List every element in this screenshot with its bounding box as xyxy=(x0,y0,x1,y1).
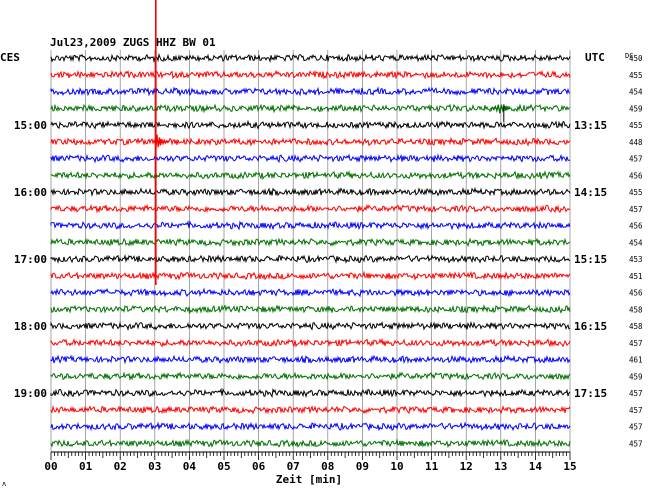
right-time-label: 16:15 xyxy=(574,320,607,333)
x-tick-label: 00 xyxy=(44,460,57,473)
dc-offset-value: 457 xyxy=(629,423,643,432)
trace-row xyxy=(50,136,571,147)
left-time-label: 17:00 xyxy=(14,253,47,266)
left-time-label: 19:00 xyxy=(14,387,47,400)
dc-offset-value: 454 xyxy=(629,88,643,97)
trace-row xyxy=(50,220,571,231)
x-tick-label: 14 xyxy=(529,460,543,473)
x-tick-label: 08 xyxy=(321,460,334,473)
trace-row xyxy=(50,320,571,331)
trace-row xyxy=(50,404,571,415)
dc-offset-value: 457 xyxy=(629,205,643,214)
dc-offset-value: 456 xyxy=(629,289,643,298)
x-tick-label: 05 xyxy=(217,460,230,473)
trace-row xyxy=(50,170,571,180)
x-tick-label: 01 xyxy=(79,460,93,473)
left-timezone-label: CES xyxy=(0,51,20,64)
right-time-label: 17:15 xyxy=(574,387,607,400)
x-tick-label: 06 xyxy=(252,460,266,473)
dc-offset-value: 451 xyxy=(629,272,643,281)
dc-offset-value: 455 xyxy=(629,121,643,130)
x-tick-label: 02 xyxy=(114,460,127,473)
dc-offset-value: 461 xyxy=(629,356,643,365)
left-time-label: 18:00 xyxy=(14,320,47,333)
x-axis: 00 01 02 03 04 05 06 07 08 09 10 11 12 13 14 15 xyxy=(44,451,577,473)
trace-row xyxy=(50,186,571,197)
trace-row xyxy=(50,438,571,449)
dc-offset-value: 457 xyxy=(629,155,643,164)
time-labels: 15:00 16:00 17:00 18:00 19:00 13:15 14:15 15:15… xyxy=(14,119,607,400)
trace-row xyxy=(50,287,571,298)
right-time-label: 15:15 xyxy=(574,253,607,266)
x-axis-label: Zeit [min] xyxy=(276,473,342,486)
trace-row xyxy=(50,421,571,432)
dc-offset-value: 458 xyxy=(629,305,643,314)
right-time-label: 13:15 xyxy=(574,119,607,132)
trace-row xyxy=(50,237,571,248)
right-time-label: 14:15 xyxy=(574,186,607,199)
right-timezone-label: UTC xyxy=(585,51,605,64)
dc-offset-value: 457 xyxy=(629,389,643,398)
dc-offset-value: 456 xyxy=(629,222,643,231)
x-tick-label: 11 xyxy=(425,460,439,473)
dc-offset-value: 454 xyxy=(629,238,643,247)
left-time-label: 15:00 xyxy=(14,119,47,132)
dc-offset-value: 457 xyxy=(629,439,643,448)
x-tick-label: 13 xyxy=(494,460,507,473)
dc-offset-value: 453 xyxy=(629,255,643,264)
event-coda xyxy=(155,134,170,151)
x-tick-label: 15 xyxy=(563,460,576,473)
grid-lines xyxy=(50,50,571,452)
left-time-label: 16:00 xyxy=(14,186,47,199)
trace-row xyxy=(50,103,571,114)
trace-row xyxy=(50,253,571,264)
trace-row xyxy=(50,337,571,348)
trace-row xyxy=(50,354,571,365)
x-tick-label: 03 xyxy=(148,460,161,473)
dc-offset-value: 448 xyxy=(629,138,643,147)
trace-row xyxy=(50,371,571,382)
trace-row xyxy=(50,119,571,130)
x-tick-label: 07 xyxy=(287,460,300,473)
x-tick-label: 10 xyxy=(390,460,403,473)
x-tick-label: 12 xyxy=(460,460,473,473)
dc-offset-values: 450 455 454 459 455 448 457 456 455 457 456 454 453 4… xyxy=(629,54,643,448)
dc-offset-value: 458 xyxy=(629,322,643,331)
dc-offset-value: 455 xyxy=(629,71,643,80)
dc-offset-value: 459 xyxy=(629,372,643,381)
dc-offset-value: 456 xyxy=(629,171,643,180)
trace-row xyxy=(50,304,571,315)
chart-title: Jul23,2009 ZUGS HHZ BW 01 xyxy=(50,36,216,49)
trace-row xyxy=(50,52,571,64)
trace-row xyxy=(50,86,571,97)
x-tick-label: 04 xyxy=(183,460,197,473)
dc-offset-value: 455 xyxy=(629,188,643,197)
event-spikes xyxy=(155,0,511,285)
x-tick-label: 09 xyxy=(356,460,369,473)
trace-row xyxy=(50,203,571,214)
trace-row xyxy=(50,387,571,398)
dc-label: DC xyxy=(625,52,633,60)
trace-row xyxy=(50,270,571,281)
small-event xyxy=(490,104,511,114)
corner-mark: ʌ xyxy=(2,480,6,488)
dc-offset-value: 459 xyxy=(629,104,643,113)
trace-row xyxy=(50,69,571,80)
trace-row xyxy=(50,153,571,164)
dc-offset-value: 457 xyxy=(629,406,643,415)
dc-offset-value: 457 xyxy=(629,339,643,348)
seismic-traces xyxy=(50,52,571,449)
dc-offset-value: 450 xyxy=(629,54,643,63)
